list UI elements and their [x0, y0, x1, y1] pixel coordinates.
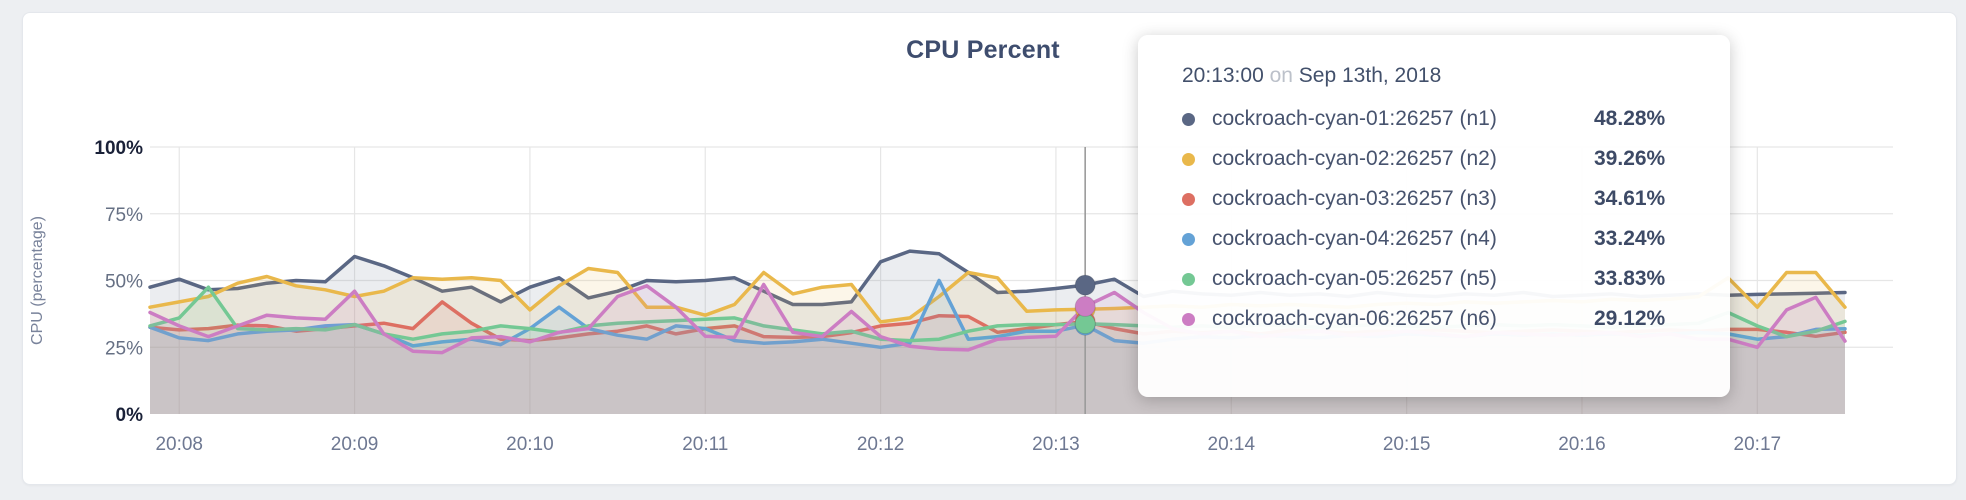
series-color-dot-icon [1182, 232, 1195, 246]
series-name: cockroach-cyan-01:26257 (n1) [1212, 107, 1497, 130]
series-value: 48.28% [1594, 107, 1666, 130]
series-value: 33.24% [1594, 227, 1666, 250]
series-color-dot-icon [1182, 112, 1195, 126]
y-axis-tick-label: 25% [105, 338, 143, 359]
tooltip-series-row: cockroach-cyan-02:26257 (n2) 39.26% [1182, 139, 1690, 179]
y-axis-title: CPU (percentage) [29, 216, 46, 345]
series-name: cockroach-cyan-03:26257 (n3) [1212, 187, 1497, 210]
tooltip-series-row: cockroach-cyan-03:26257 (n3) 34.61% [1182, 179, 1690, 219]
y-axis-tick-label: 75% [105, 205, 143, 226]
x-axis-tick-label: 20:10 [506, 434, 554, 455]
series-value: 29.12% [1594, 307, 1666, 330]
series-color-dot-icon [1182, 272, 1195, 286]
tooltip-time: 20:13:00 [1182, 64, 1264, 87]
x-axis-tick-label: 20:16 [1558, 434, 1606, 455]
series-color-dot-icon [1182, 312, 1195, 326]
y-axis-tick-label: 50% [105, 272, 143, 293]
series-name: cockroach-cyan-06:26257 (n6) [1212, 307, 1497, 330]
y-axis-tick-label: 100% [94, 138, 143, 159]
tooltip-series-row: cockroach-cyan-05:26257 (n5) 33.83% [1182, 259, 1690, 299]
series-value: 33.83% [1594, 267, 1666, 290]
tooltip-series-row: cockroach-cyan-01:26257 (n1) 48.28% [1182, 99, 1690, 139]
series-color-dot-icon [1182, 152, 1195, 166]
chart-title: CPU Percent [906, 36, 1060, 64]
series-value: 34.61% [1594, 187, 1666, 210]
x-axis-tick-label: 20:08 [155, 434, 203, 455]
x-axis-tick-label: 20:14 [1208, 434, 1256, 455]
y-axis-tick-label: 0% [116, 405, 144, 426]
hover-point-dot [1074, 274, 1096, 296]
tooltip-date: Sep 13th, 2018 [1298, 64, 1442, 87]
x-axis-tick-label: 20:12 [857, 434, 905, 455]
tooltip-series-row: cockroach-cyan-06:26257 (n6) 29.12% [1182, 299, 1690, 339]
hover-tooltip: 20:13:00 on Sep 13th, 2018 cockroach-cya… [1138, 35, 1730, 397]
series-name: cockroach-cyan-05:26257 (n5) [1212, 267, 1497, 290]
x-axis-tick-label: 20:11 [682, 434, 728, 455]
x-axis-tick-label: 20:13 [1032, 434, 1080, 455]
x-axis-tick-label: 20:15 [1383, 434, 1431, 455]
x-axis-tick-label: 20:09 [331, 434, 379, 455]
x-axis-tick-label: 20:17 [1734, 434, 1782, 455]
series-color-dot-icon [1182, 192, 1195, 206]
hover-point-dot [1074, 295, 1096, 317]
series-name: cockroach-cyan-04:26257 (n4) [1212, 227, 1497, 250]
tooltip-series-row: cockroach-cyan-04:26257 (n4) 33.24% [1182, 219, 1690, 259]
series-name: cockroach-cyan-02:26257 (n2) [1212, 147, 1497, 170]
tooltip-connector: on [1269, 64, 1293, 87]
tooltip-header: 20:13:00 on Sep 13th, 2018 [1182, 63, 1690, 89]
series-value: 39.26% [1594, 147, 1666, 170]
tooltip-rows: cockroach-cyan-01:26257 (n1) 48.28% cockro… [1182, 99, 1690, 339]
